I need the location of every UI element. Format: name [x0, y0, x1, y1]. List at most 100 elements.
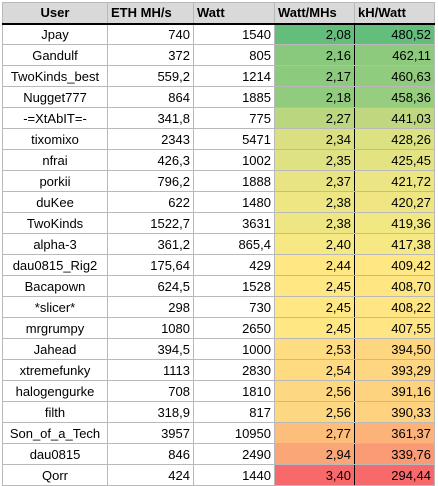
cell-eth-mhs[interactable]: 708	[107, 380, 194, 402]
cell-kh-per-watt[interactable]: 390,33	[354, 401, 435, 423]
cell-watt[interactable]: 10950	[193, 422, 275, 444]
cell-watt-per-mhs[interactable]: 2,37	[274, 170, 355, 192]
header-watt[interactable]: Watt	[193, 2, 275, 25]
cell-kh-per-watt[interactable]: 460,63	[354, 65, 435, 87]
cell-eth-mhs[interactable]: 426,3	[107, 149, 194, 171]
cell-watt-per-mhs[interactable]: 2,38	[274, 212, 355, 234]
cell-watt-per-mhs[interactable]: 2,08	[274, 23, 355, 45]
cell-kh-per-watt[interactable]: 409,42	[354, 254, 435, 276]
cell-watt[interactable]: 775	[193, 107, 275, 129]
cell-watt[interactable]: 1002	[193, 149, 275, 171]
cell-watt-per-mhs[interactable]: 2,56	[274, 380, 355, 402]
header-user[interactable]: User	[2, 2, 108, 25]
cell-kh-per-watt[interactable]: 417,38	[354, 233, 435, 255]
cell-watt[interactable]: 1540	[193, 23, 275, 45]
cell-eth-mhs[interactable]: 2343	[107, 128, 194, 150]
cell-watt-per-mhs[interactable]: 2,54	[274, 359, 355, 381]
cell-user[interactable]: tixomixo	[2, 128, 108, 150]
cell-kh-per-watt[interactable]: 408,70	[354, 275, 435, 297]
cell-user[interactable]: *slicer*	[2, 296, 108, 318]
cell-user[interactable]: nfrai	[2, 149, 108, 171]
cell-kh-per-watt[interactable]: 339,76	[354, 443, 435, 465]
cell-eth-mhs[interactable]: 3957	[107, 422, 194, 444]
cell-watt[interactable]: 1885	[193, 86, 275, 108]
cell-user[interactable]: xtremefunky	[2, 359, 108, 381]
cell-watt-per-mhs[interactable]: 2,45	[274, 317, 355, 339]
cell-kh-per-watt[interactable]: 428,26	[354, 128, 435, 150]
cell-eth-mhs[interactable]: 796,2	[107, 170, 194, 192]
cell-watt[interactable]: 1000	[193, 338, 275, 360]
cell-eth-mhs[interactable]: 424	[107, 464, 194, 486]
cell-eth-mhs[interactable]: 361,2	[107, 233, 194, 255]
cell-eth-mhs[interactable]: 1113	[107, 359, 194, 381]
cell-watt-per-mhs[interactable]: 2,53	[274, 338, 355, 360]
cell-user[interactable]: halogengurke	[2, 380, 108, 402]
cell-kh-per-watt[interactable]: 391,16	[354, 380, 435, 402]
cell-kh-per-watt[interactable]: 441,03	[354, 107, 435, 129]
cell-watt-per-mhs[interactable]: 2,45	[274, 275, 355, 297]
cell-user[interactable]: TwoKinds	[2, 212, 108, 234]
cell-kh-per-watt[interactable]: 458,36	[354, 86, 435, 108]
cell-kh-per-watt[interactable]: 393,29	[354, 359, 435, 381]
cell-eth-mhs[interactable]: 622	[107, 191, 194, 213]
cell-watt-per-mhs[interactable]: 2,44	[274, 254, 355, 276]
cell-watt[interactable]: 1214	[193, 65, 275, 87]
cell-eth-mhs[interactable]: 624,5	[107, 275, 194, 297]
cell-watt-per-mhs[interactable]: 2,40	[274, 233, 355, 255]
cell-kh-per-watt[interactable]: 425,45	[354, 149, 435, 171]
cell-kh-per-watt[interactable]: 420,27	[354, 191, 435, 213]
cell-watt-per-mhs[interactable]: 2,18	[274, 86, 355, 108]
cell-watt[interactable]: 2650	[193, 317, 275, 339]
cell-user[interactable]: Jpay	[2, 23, 108, 45]
cell-eth-mhs[interactable]: 846	[107, 443, 194, 465]
cell-user[interactable]: porkii	[2, 170, 108, 192]
cell-watt[interactable]: 817	[193, 401, 275, 423]
cell-eth-mhs[interactable]: 298	[107, 296, 194, 318]
cell-watt-per-mhs[interactable]: 2,34	[274, 128, 355, 150]
cell-user[interactable]: alpha-3	[2, 233, 108, 255]
cell-kh-per-watt[interactable]: 361,37	[354, 422, 435, 444]
cell-user[interactable]: duKee	[2, 191, 108, 213]
cell-eth-mhs[interactable]: 394,5	[107, 338, 194, 360]
cell-user[interactable]: Bacapown	[2, 275, 108, 297]
cell-user[interactable]: -=XtAbIT=-	[2, 107, 108, 129]
cell-watt[interactable]: 1480	[193, 191, 275, 213]
cell-watt[interactable]: 2490	[193, 443, 275, 465]
cell-watt[interactable]: 1810	[193, 380, 275, 402]
cell-user[interactable]: Gandulf	[2, 44, 108, 66]
cell-watt-per-mhs[interactable]: 2,16	[274, 44, 355, 66]
cell-kh-per-watt[interactable]: 421,72	[354, 170, 435, 192]
cell-eth-mhs[interactable]: 1522,7	[107, 212, 194, 234]
cell-watt-per-mhs[interactable]: 2,27	[274, 107, 355, 129]
cell-watt-per-mhs[interactable]: 2,45	[274, 296, 355, 318]
cell-user[interactable]: TwoKinds_best	[2, 65, 108, 87]
cell-kh-per-watt[interactable]: 408,22	[354, 296, 435, 318]
cell-watt-per-mhs[interactable]: 2,77	[274, 422, 355, 444]
cell-watt-per-mhs[interactable]: 2,17	[274, 65, 355, 87]
cell-watt[interactable]: 2830	[193, 359, 275, 381]
header-watt-per-mhs[interactable]: Watt/MHs	[274, 2, 355, 25]
cell-eth-mhs[interactable]: 318,9	[107, 401, 194, 423]
cell-eth-mhs[interactable]: 559,2	[107, 65, 194, 87]
cell-watt[interactable]: 5471	[193, 128, 275, 150]
cell-watt[interactable]: 1528	[193, 275, 275, 297]
cell-kh-per-watt[interactable]: 419,36	[354, 212, 435, 234]
cell-eth-mhs[interactable]: 372	[107, 44, 194, 66]
cell-watt[interactable]: 730	[193, 296, 275, 318]
header-kh-per-watt[interactable]: kH/Watt	[354, 2, 435, 25]
cell-watt-per-mhs[interactable]: 2,35	[274, 149, 355, 171]
cell-eth-mhs[interactable]: 864	[107, 86, 194, 108]
cell-kh-per-watt[interactable]: 294,44	[354, 464, 435, 486]
cell-watt[interactable]: 3631	[193, 212, 275, 234]
cell-user[interactable]: dau0815_Rig2	[2, 254, 108, 276]
cell-kh-per-watt[interactable]: 394,50	[354, 338, 435, 360]
cell-user[interactable]: Son_of_a_Tech	[2, 422, 108, 444]
cell-kh-per-watt[interactable]: 407,55	[354, 317, 435, 339]
cell-watt[interactable]: 1440	[193, 464, 275, 486]
cell-watt-per-mhs[interactable]: 2,38	[274, 191, 355, 213]
cell-watt-per-mhs[interactable]: 2,56	[274, 401, 355, 423]
cell-eth-mhs[interactable]: 740	[107, 23, 194, 45]
header-eth-mhs[interactable]: ETH MH/s	[107, 2, 194, 25]
cell-user[interactable]: mrgrumpy	[2, 317, 108, 339]
cell-eth-mhs[interactable]: 341,8	[107, 107, 194, 129]
